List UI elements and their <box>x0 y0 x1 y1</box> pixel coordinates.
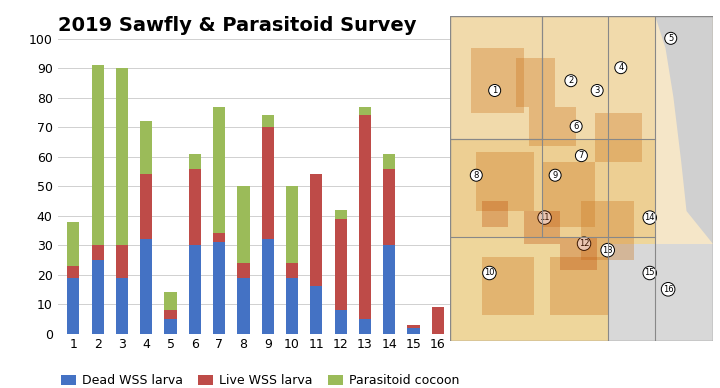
Bar <box>261 116 274 127</box>
Bar <box>91 65 104 245</box>
Bar <box>477 152 534 211</box>
Bar <box>189 154 201 168</box>
Bar <box>286 186 298 263</box>
Bar <box>408 325 420 328</box>
Bar <box>116 245 128 278</box>
Bar <box>595 113 642 162</box>
Bar <box>140 239 153 334</box>
Bar <box>67 278 79 334</box>
Bar <box>335 310 347 334</box>
Bar <box>91 245 104 260</box>
Bar <box>67 266 79 278</box>
Text: 4: 4 <box>618 63 624 72</box>
Text: 14: 14 <box>644 213 655 222</box>
Text: 15: 15 <box>644 268 655 277</box>
Text: 16: 16 <box>663 285 673 294</box>
Bar <box>91 260 104 334</box>
Bar <box>335 219 347 310</box>
Polygon shape <box>655 16 713 244</box>
Legend: Dead WSS larva, Live WSS larva, Parasitoid cocoon: Dead WSS larva, Live WSS larva, Parasito… <box>56 369 464 388</box>
Bar <box>286 278 298 334</box>
Bar <box>238 186 250 263</box>
Bar <box>450 237 655 341</box>
Text: 13: 13 <box>603 246 613 255</box>
Bar <box>516 58 555 107</box>
Bar <box>238 263 250 278</box>
Text: 1: 1 <box>492 86 498 95</box>
FancyBboxPatch shape <box>372 0 720 388</box>
Bar <box>450 139 655 237</box>
Text: 2: 2 <box>568 76 574 85</box>
Bar <box>471 48 523 113</box>
Bar <box>383 245 395 334</box>
Bar <box>189 245 201 334</box>
Bar <box>359 116 371 319</box>
Text: 8: 8 <box>474 171 479 180</box>
Text: 11: 11 <box>539 213 550 222</box>
Text: 7: 7 <box>579 151 584 160</box>
Bar <box>359 107 371 116</box>
Bar <box>528 107 576 146</box>
Bar <box>560 237 597 270</box>
Bar <box>310 175 323 286</box>
Bar <box>482 257 534 315</box>
Text: 10: 10 <box>484 268 495 277</box>
Text: 3: 3 <box>595 86 600 95</box>
Text: 9: 9 <box>552 171 558 180</box>
Bar <box>550 257 608 315</box>
Bar <box>213 242 225 334</box>
Bar <box>359 319 371 334</box>
Bar <box>164 310 176 319</box>
Bar <box>140 121 153 175</box>
Text: 12: 12 <box>579 239 589 248</box>
Polygon shape <box>608 244 713 341</box>
Bar <box>383 154 395 168</box>
Bar <box>140 175 153 239</box>
Bar <box>310 286 323 334</box>
Bar <box>408 328 420 334</box>
Bar <box>450 16 655 139</box>
Bar <box>523 211 560 244</box>
Bar <box>238 278 250 334</box>
Bar <box>542 162 595 227</box>
Text: 2019 Sawfly & Parasitoid Survey: 2019 Sawfly & Parasitoid Survey <box>58 16 417 35</box>
Bar <box>432 307 444 334</box>
Bar <box>116 278 128 334</box>
Bar <box>261 239 274 334</box>
Bar <box>164 293 176 310</box>
Text: 6: 6 <box>573 122 579 131</box>
Bar <box>213 107 225 234</box>
Bar <box>189 168 201 245</box>
Bar <box>582 201 634 260</box>
Bar <box>335 210 347 219</box>
Bar <box>482 201 508 227</box>
Text: 5: 5 <box>668 34 673 43</box>
Bar <box>116 68 128 245</box>
Bar <box>383 168 395 245</box>
Bar <box>261 127 274 239</box>
Bar <box>164 319 176 334</box>
Bar <box>213 234 225 242</box>
Bar <box>67 222 79 266</box>
Bar <box>286 263 298 278</box>
